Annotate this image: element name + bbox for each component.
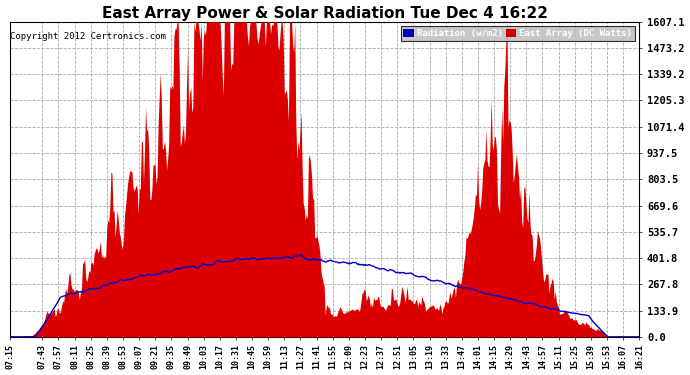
- Legend: Radiation (w/m2), East Array (DC Watts): Radiation (w/m2), East Array (DC Watts): [401, 26, 635, 40]
- Title: East Array Power & Solar Radiation Tue Dec 4 16:22: East Array Power & Solar Radiation Tue D…: [101, 6, 548, 21]
- Text: Copyright 2012 Certronics.com: Copyright 2012 Certronics.com: [10, 32, 166, 41]
